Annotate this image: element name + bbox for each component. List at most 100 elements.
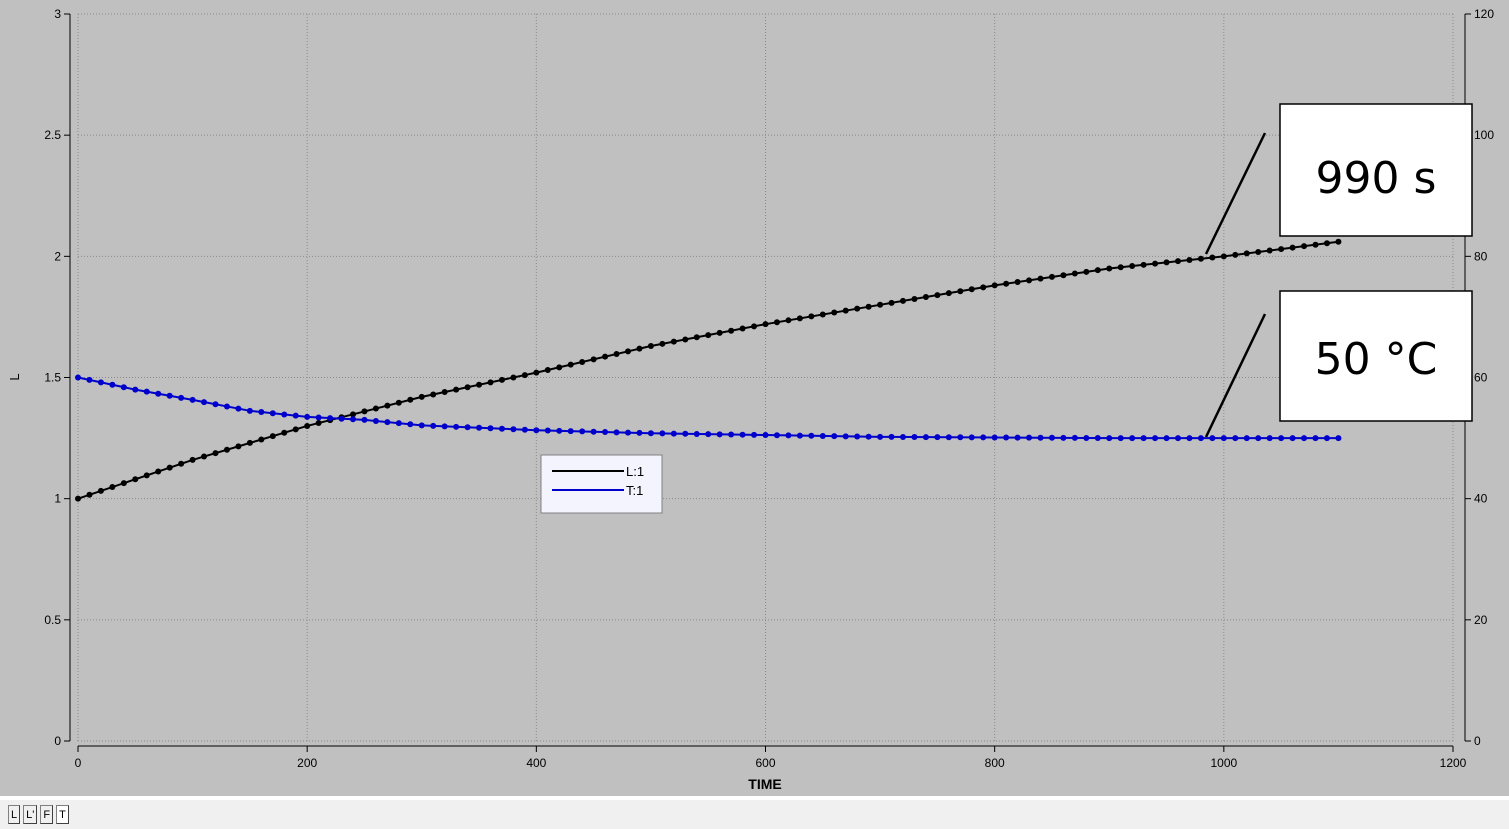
data-point [590, 356, 597, 363]
y-tick-label: 1 [54, 492, 61, 506]
data-point [1232, 435, 1239, 442]
data-point [991, 282, 998, 289]
data-point [281, 429, 288, 436]
data-point [453, 423, 460, 430]
data-point [980, 284, 987, 291]
data-point [223, 446, 230, 453]
data-point [246, 439, 253, 446]
data-point [602, 353, 609, 360]
data-point [189, 456, 196, 463]
data-point [579, 358, 586, 365]
data-point [258, 436, 265, 443]
data-point [854, 433, 861, 440]
data-point [533, 369, 540, 376]
data-point [361, 408, 368, 415]
y2-tick-label: 20 [1474, 613, 1488, 627]
data-point [888, 433, 895, 440]
data-point [338, 415, 345, 422]
data-point [476, 381, 483, 388]
data-point [109, 381, 116, 388]
data-point [1266, 247, 1273, 254]
x-tick-label: 200 [297, 756, 317, 770]
data-point [1026, 434, 1033, 441]
data-point [430, 391, 437, 398]
data-point [1335, 238, 1342, 245]
data-point [865, 303, 872, 310]
y-tick-label: 2.5 [44, 128, 61, 142]
data-point [212, 401, 219, 408]
y-tick-label: 3 [54, 7, 61, 21]
data-point [1083, 268, 1090, 275]
tab-l-prime[interactable]: L' [23, 805, 38, 824]
data-point [705, 431, 712, 438]
data-point [292, 412, 299, 419]
data-point [716, 329, 723, 336]
data-point [785, 432, 792, 439]
data-point [1209, 254, 1216, 261]
data-point [315, 414, 322, 421]
data-point [418, 393, 425, 400]
data-point [716, 431, 723, 438]
data-point [900, 433, 906, 440]
data-point [1003, 434, 1010, 441]
y2-tick-label: 120 [1474, 7, 1494, 21]
tab-t[interactable]: T [56, 805, 69, 824]
data-point [659, 430, 666, 437]
data-point [854, 305, 861, 312]
data-point [498, 376, 505, 383]
annotation-text-temp: 50 °C [1315, 334, 1438, 385]
tick-labels: 0 200 400 600 800 1000 1200 0 0.5 1 1.5 2 2.5 3 0 20 40 6… [44, 7, 1494, 770]
tab-f[interactable]: F [40, 805, 54, 824]
series-layer [75, 238, 1342, 502]
annotation-box-temp [1279, 290, 1473, 422]
tab-l[interactable]: L [8, 805, 21, 824]
data-point [1186, 256, 1193, 263]
data-point [991, 434, 998, 441]
data-point [1106, 265, 1113, 272]
data-point [418, 422, 425, 429]
data-point [258, 409, 265, 416]
data-point [773, 432, 780, 439]
data-point [510, 426, 517, 433]
data-point [808, 432, 815, 439]
legend[interactable]: L:1 T:1 [540, 454, 663, 514]
chart: 0 200 400 600 800 1000 1200 0 0.5 1 1.5 2 2.5 3 0 20 40 6… [0, 0, 1509, 800]
data-point [934, 292, 941, 299]
data-point [808, 313, 815, 320]
data-point [1152, 435, 1159, 442]
data-point [109, 484, 116, 491]
data-point [945, 290, 952, 297]
data-point [120, 480, 127, 487]
data-point [831, 309, 838, 316]
annotation-leader-time [1204, 132, 1267, 255]
data-point [1152, 260, 1159, 267]
data-point [464, 424, 471, 431]
data-point [189, 396, 196, 403]
data-point [86, 376, 93, 383]
annotation-box-time [1279, 103, 1473, 237]
y2-tick-label: 100 [1474, 128, 1494, 142]
data-point [1060, 272, 1067, 279]
data-point [441, 423, 448, 430]
annotations: 990 s 50 °C [1204, 103, 1473, 438]
y2-tick-label: 60 [1474, 371, 1488, 385]
data-point [556, 427, 563, 434]
data-point [1312, 241, 1319, 248]
data-point [613, 429, 620, 436]
data-point [269, 410, 276, 417]
data-point [1094, 435, 1101, 442]
data-point [292, 426, 299, 433]
data-point [762, 321, 769, 328]
data-point [1312, 435, 1319, 442]
x-tick-label: 1000 [1210, 756, 1237, 770]
chart-tab-bar: L L' F T [8, 805, 69, 825]
data-point [877, 433, 884, 440]
data-point [1335, 435, 1342, 442]
data-point [97, 379, 104, 386]
data-point [166, 392, 173, 399]
data-point [1220, 435, 1227, 442]
data-point [751, 431, 758, 438]
data-point [819, 311, 826, 318]
y-tick-label: 1.5 [44, 371, 61, 385]
data-point [430, 422, 437, 429]
